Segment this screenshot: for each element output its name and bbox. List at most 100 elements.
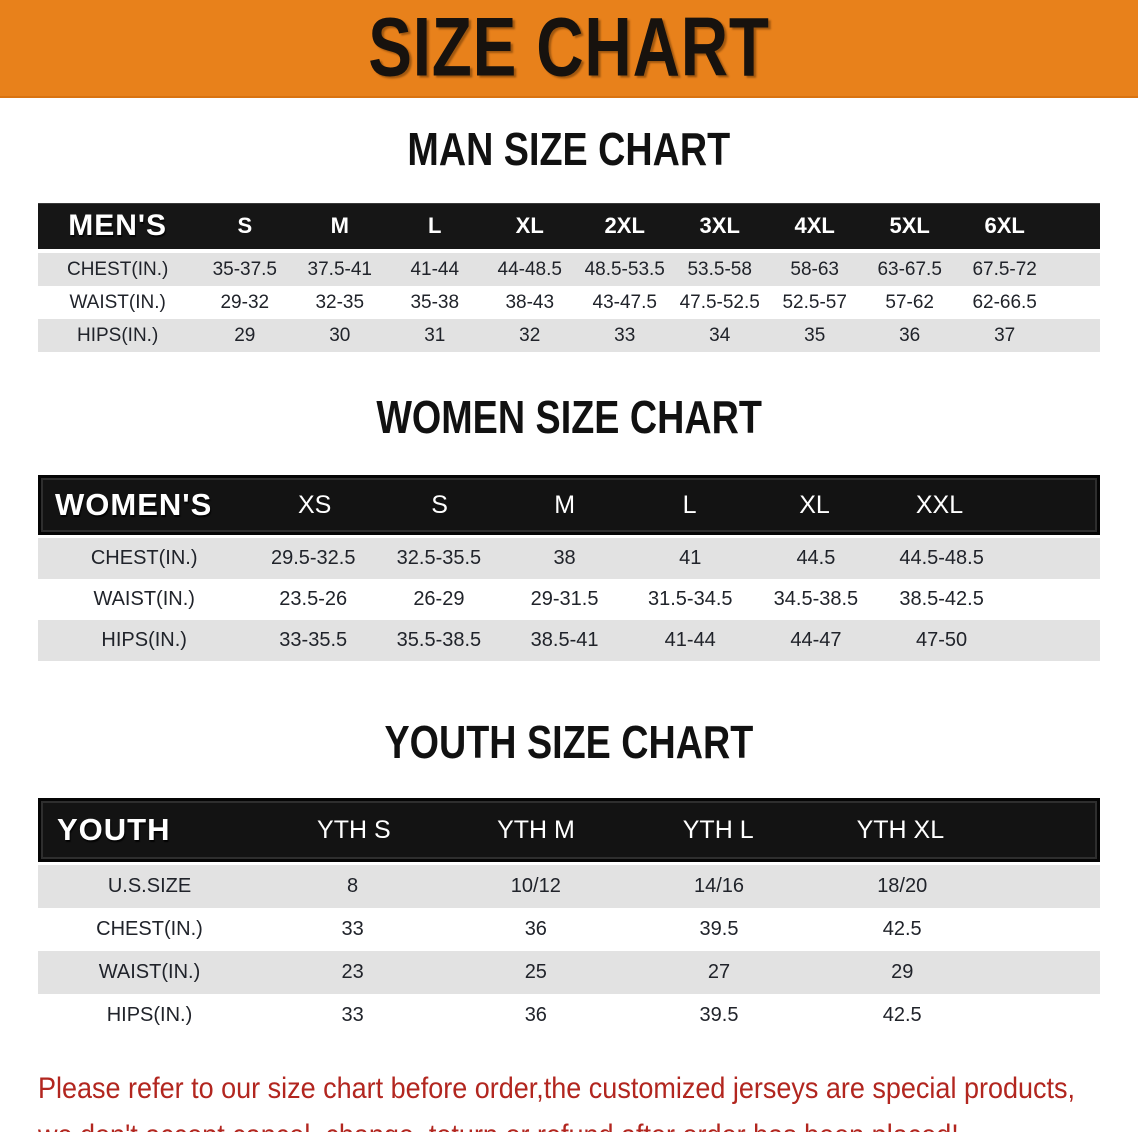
youth-section-heading: YOUTH SIZE CHART	[0, 717, 1138, 776]
youth-section-heading-text: YOUTH SIZE CHART	[384, 716, 754, 768]
men-chest-value: 41-44	[410, 258, 460, 280]
men-chest-value: 37.5-41	[307, 258, 372, 280]
men-col-m: M	[330, 213, 349, 238]
men-col-l: L	[428, 213, 442, 238]
men-chest-value: 35-37.5	[212, 258, 278, 280]
men-section-heading-text: MAN SIZE CHART	[407, 123, 731, 175]
youth-ussize-label: U.S.SIZE	[107, 875, 192, 897]
women-col-xs: XS	[297, 490, 332, 519]
women-waist-value: 29-31.5	[530, 588, 599, 610]
youth-chest-value: 42.5	[882, 918, 922, 940]
youth-header-label: YOUTH	[57, 812, 171, 847]
men-hips-label: HIPS(IN.)	[77, 324, 159, 346]
women-table-header-row: WOMEN'S XS S M L XL XXL	[38, 475, 1100, 535]
footer-note-line2: we don't accept cancel, change, teturn o…	[38, 1112, 1028, 1132]
youth-ussize-value: 10/12	[510, 875, 561, 897]
women-chest-value: 44.5	[796, 547, 836, 569]
men-waist-label: WAIST(IN.)	[69, 291, 166, 313]
men-col-xl: XL	[515, 213, 544, 238]
youth-chest-label: CHEST(IN.)	[96, 918, 203, 940]
men-section-heading: MAN SIZE CHART	[0, 124, 1138, 183]
youth-hips-value: 42.5	[882, 1004, 922, 1026]
youth-col-s: YTH S	[317, 815, 391, 844]
men-waist-row: WAIST(IN.) 29-32 32-35 35-38 38-43 43-47…	[38, 286, 1100, 319]
men-size-table: MEN'S S M L XL 2XL 3XL 4XL 5XL 6XL CHEST…	[38, 203, 1100, 352]
footer-note: Please refer to our size chart before or…	[38, 1065, 1138, 1132]
youth-table-header-row: YOUTH YTH S YTH M YTH L YTH XL	[38, 798, 1100, 862]
men-chest-value: 53.5-58	[687, 258, 752, 280]
youth-waist-value: 27	[707, 961, 731, 983]
women-chest-row: CHEST(IN.) 29.5-32.5 32.5-35.5 38 41 44.…	[38, 538, 1100, 579]
women-hips-value: 33-35.5	[279, 629, 348, 651]
women-col-l: L	[682, 490, 697, 519]
women-hips-value: 44-47	[790, 629, 842, 651]
youth-col-m: YTH M	[497, 815, 575, 844]
men-hips-value: 33	[614, 324, 636, 346]
men-col-4xl: 4XL	[794, 213, 835, 238]
men-waist-value: 43-47.5	[592, 291, 657, 313]
women-size-table: WOMEN'S XS S M L XL XXL CHEST(IN.) 29.5-…	[38, 475, 1100, 661]
women-waist-value: 34.5-38.5	[773, 588, 859, 610]
women-waist-row: WAIST(IN.) 23.5-26 26-29 29-31.5 31.5-34…	[38, 579, 1100, 620]
footer-note-line1: Please refer to our size chart before or…	[38, 1072, 1076, 1105]
men-hips-value: 37	[994, 324, 1016, 346]
youth-ussize-value: 18/20	[877, 875, 928, 897]
men-chest-label: CHEST(IN.)	[66, 258, 169, 280]
youth-header-columns: YTH S YTH M YTH L YTH XL	[263, 801, 1097, 859]
youth-ussize-value: 14/16	[693, 875, 745, 897]
youth-chest-row: CHEST(IN.) 33 36 39.5 42.5	[38, 908, 1100, 951]
women-hips-row: HIPS(IN.) 33-35.5 35.5-38.5 38.5-41 41-4…	[38, 620, 1100, 661]
women-chest-value: 38	[553, 547, 576, 569]
men-hips-value: 32	[519, 324, 541, 346]
men-hips-value: 34	[709, 324, 731, 346]
youth-col-xl: YTH XL	[856, 815, 945, 844]
youth-col-l: YTH L	[682, 815, 754, 844]
women-chest-label: CHEST(IN.)	[90, 547, 198, 569]
women-hips-value: 41-44	[664, 629, 716, 651]
youth-waist-value: 25	[524, 961, 547, 983]
women-waist-value: 23.5-26	[279, 588, 348, 610]
youth-hips-value: 39.5	[699, 1004, 739, 1026]
men-waist-value: 32-35	[315, 291, 365, 313]
women-col-xxl: XXL	[915, 490, 964, 519]
women-section-heading-text: WOMEN SIZE CHART	[376, 391, 762, 443]
men-waist-value: 62-66.5	[972, 291, 1037, 313]
men-chest-value: 58-63	[790, 258, 839, 280]
banner: SIZE CHART	[0, 0, 1138, 98]
women-waist-value: 38.5-42.5	[899, 588, 984, 610]
youth-waist-value: 23	[341, 961, 364, 983]
women-col-s: S	[431, 490, 448, 519]
men-hips-value: 35	[804, 324, 826, 346]
men-chest-row: CHEST(IN.) 35-37.5 37.5-41 41-44 44-48.5…	[38, 253, 1100, 286]
youth-waist-value: 29	[891, 961, 914, 983]
men-waist-value: 29-32	[220, 291, 270, 313]
men-col-5xl: 5XL	[889, 213, 930, 238]
women-waist-value: 26-29	[413, 588, 465, 610]
youth-chest-value: 33	[341, 918, 364, 940]
men-hips-value: 29	[234, 324, 256, 346]
youth-waist-row: WAIST(IN.) 23 25 27 29	[38, 951, 1100, 994]
men-waist-value: 35-38	[410, 291, 460, 313]
men-chest-value: 63-67.5	[877, 258, 942, 280]
women-waist-label: WAIST(IN.)	[93, 588, 195, 610]
women-chest-value: 41	[679, 547, 702, 569]
men-col-2xl: 2XL	[604, 213, 645, 238]
youth-ussize-row: U.S.SIZE 8 10/12 14/16 18/20	[38, 865, 1100, 908]
women-col-xl: XL	[799, 490, 830, 519]
women-header-columns: XS S M L XL XXL	[252, 478, 1097, 532]
men-chest-value: 48.5-53.5	[584, 258, 665, 280]
men-chest-value: 67.5-72	[972, 258, 1037, 280]
women-col-m: M	[554, 490, 576, 519]
women-header-label: WOMEN'S	[55, 487, 213, 522]
men-table-header-row: MEN'S S M L XL 2XL 3XL 4XL 5XL 6XL	[38, 203, 1100, 249]
men-waist-value: 47.5-52.5	[679, 291, 760, 313]
men-col-3xl: 3XL	[699, 213, 740, 238]
men-hips-value: 30	[329, 324, 351, 346]
women-chest-value: 29.5-32.5	[270, 547, 356, 569]
youth-hips-label: HIPS(IN.)	[106, 1004, 193, 1026]
women-chest-value: 44.5-48.5	[899, 547, 984, 569]
youth-chest-value: 36	[524, 918, 547, 940]
men-waist-value: 57-62	[885, 291, 934, 313]
women-chest-value: 32.5-35.5	[396, 547, 482, 569]
men-chest-value: 44-48.5	[497, 258, 562, 280]
